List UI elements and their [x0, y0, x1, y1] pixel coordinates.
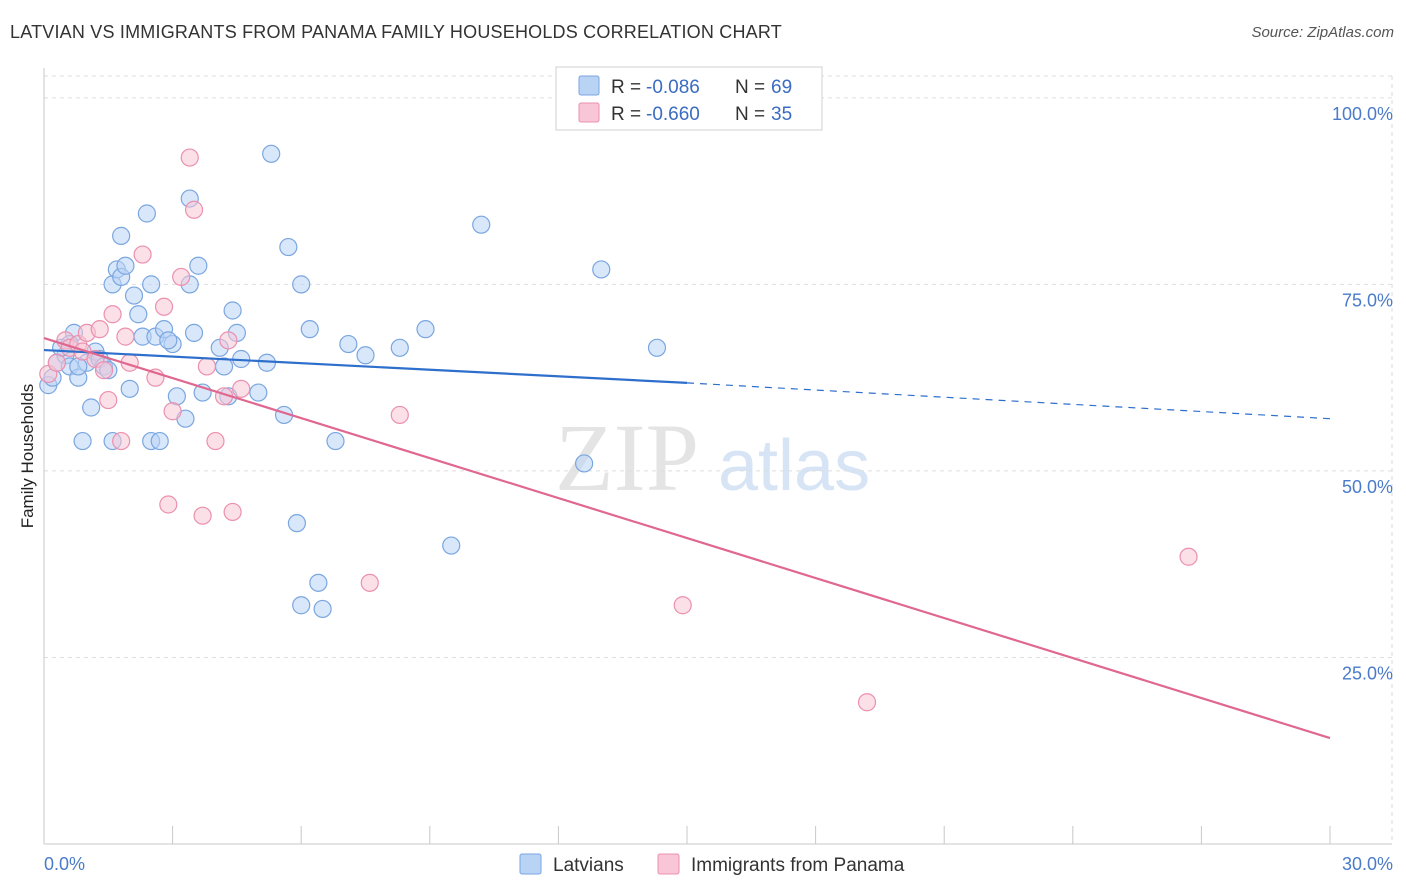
latvian-point [129, 305, 148, 324]
legend-box [555, 66, 823, 131]
series-legend: Latvians Immigrants from Panama [519, 853, 905, 876]
bottom-swatch-latvians [519, 853, 542, 875]
y-tick-label: 75.0% [1342, 290, 1393, 310]
latvian-point [150, 431, 169, 451]
latvian-point [189, 256, 208, 275]
y-tick-label: 100.0% [1332, 104, 1393, 124]
panama-points [39, 148, 1198, 712]
latvians-points [39, 144, 667, 619]
y-tick-labels: 25.0% 50.0% 75.0% 100.0% [1332, 104, 1393, 684]
panama-point [219, 331, 238, 350]
latvian-point [262, 144, 281, 163]
panama-point [103, 305, 122, 324]
panama-point [154, 297, 174, 316]
latvian-point [112, 226, 131, 245]
panama-point [47, 353, 66, 372]
latvian-point [279, 237, 298, 257]
correlation-legend: R = -0.086 N = 69 R = -0.660 N = 35 [555, 66, 823, 131]
latvian-point [472, 215, 491, 234]
latvian-point [69, 357, 88, 376]
legend-n-label-1: N = [735, 77, 765, 98]
y-tick-label: 50.0% [1342, 477, 1393, 497]
panama-point [232, 379, 251, 398]
panama-point [193, 506, 212, 525]
panama-point [180, 148, 199, 167]
latvian-point [575, 454, 594, 473]
latvian-point [223, 301, 242, 320]
panama-point [94, 361, 114, 380]
x-tick-label: 30.0% [1342, 854, 1393, 874]
panama-point [184, 200, 204, 219]
latvian-point [184, 323, 204, 342]
latvian-point [249, 383, 268, 402]
panama-point [390, 405, 409, 425]
panama-trend-line [43, 337, 1331, 740]
latvian-point [73, 431, 92, 451]
latvian-point [313, 599, 332, 619]
legend-n-value-1: 69 [771, 77, 792, 98]
latvian-point [326, 431, 345, 451]
latvian-point [120, 379, 139, 398]
panama-point [360, 573, 379, 592]
axes [43, 68, 1392, 845]
latvian-point [339, 334, 358, 354]
panama-point [197, 357, 216, 376]
latvian-point [287, 514, 307, 533]
y-tick-label: 25.0% [1342, 663, 1393, 683]
x-tick-label: 0.0% [44, 854, 85, 874]
grid [44, 75, 1393, 844]
panama-point [90, 320, 109, 339]
panama-point [116, 327, 135, 346]
legend-swatch-latvians [578, 75, 600, 96]
chart-title: LATVIAN VS IMMIGRANTS FROM PANAMA FAMILY… [10, 22, 782, 42]
bottom-legend-latvians: Latvians [553, 855, 624, 876]
bottom-legend-panama: Immigrants from Panama [691, 855, 905, 876]
latvian-point [116, 256, 135, 275]
panama-point [172, 267, 191, 287]
panama-point [159, 495, 178, 514]
panama-point [112, 431, 131, 451]
legend-r-value-1: -0.086 [646, 77, 700, 98]
panama-point [133, 245, 152, 264]
latvians-trend-extension [686, 382, 1331, 420]
legend-r-label-2: R = [611, 104, 641, 125]
latvian-point [300, 320, 319, 339]
legend-swatch-panama [578, 102, 600, 123]
panama-point [223, 502, 242, 522]
panama-point [673, 596, 692, 615]
panama-point [163, 402, 182, 421]
panama-point [206, 431, 225, 451]
x-tick-labels: 0.0% 30.0% [44, 854, 1393, 874]
latvian-point [124, 286, 144, 305]
watermark-atlas: atlas [718, 426, 870, 506]
trend-lines [43, 337, 1331, 740]
latvian-point [592, 260, 611, 279]
source-label: Source: ZipAtlas.com [1251, 24, 1394, 41]
latvian-point [647, 338, 667, 357]
panama-point [99, 390, 118, 410]
latvian-point [82, 398, 101, 417]
latvian-point [309, 573, 328, 592]
latvians-trend-line [43, 348, 688, 384]
latvian-point [356, 346, 375, 365]
legend-r-label-1: R = [611, 77, 641, 98]
latvian-point [292, 275, 311, 294]
latvian-point [442, 536, 461, 555]
bottom-swatch-panama [657, 853, 680, 875]
legend-n-value-2: 35 [771, 104, 792, 125]
legend-r-value-2: -0.660 [646, 104, 700, 125]
panama-point [1179, 547, 1198, 566]
latvian-point [390, 338, 409, 357]
latvian-point [142, 275, 161, 294]
latvian-point [292, 596, 311, 615]
latvian-point [416, 320, 435, 339]
latvian-point [167, 387, 186, 406]
latvian-point [159, 331, 178, 350]
panama-point [857, 693, 877, 712]
legend-n-label-2: N = [735, 104, 765, 125]
latvian-point [137, 204, 156, 223]
y-axis-title: Family Households [18, 384, 37, 529]
watermark-zip: ZIP [555, 404, 699, 511]
